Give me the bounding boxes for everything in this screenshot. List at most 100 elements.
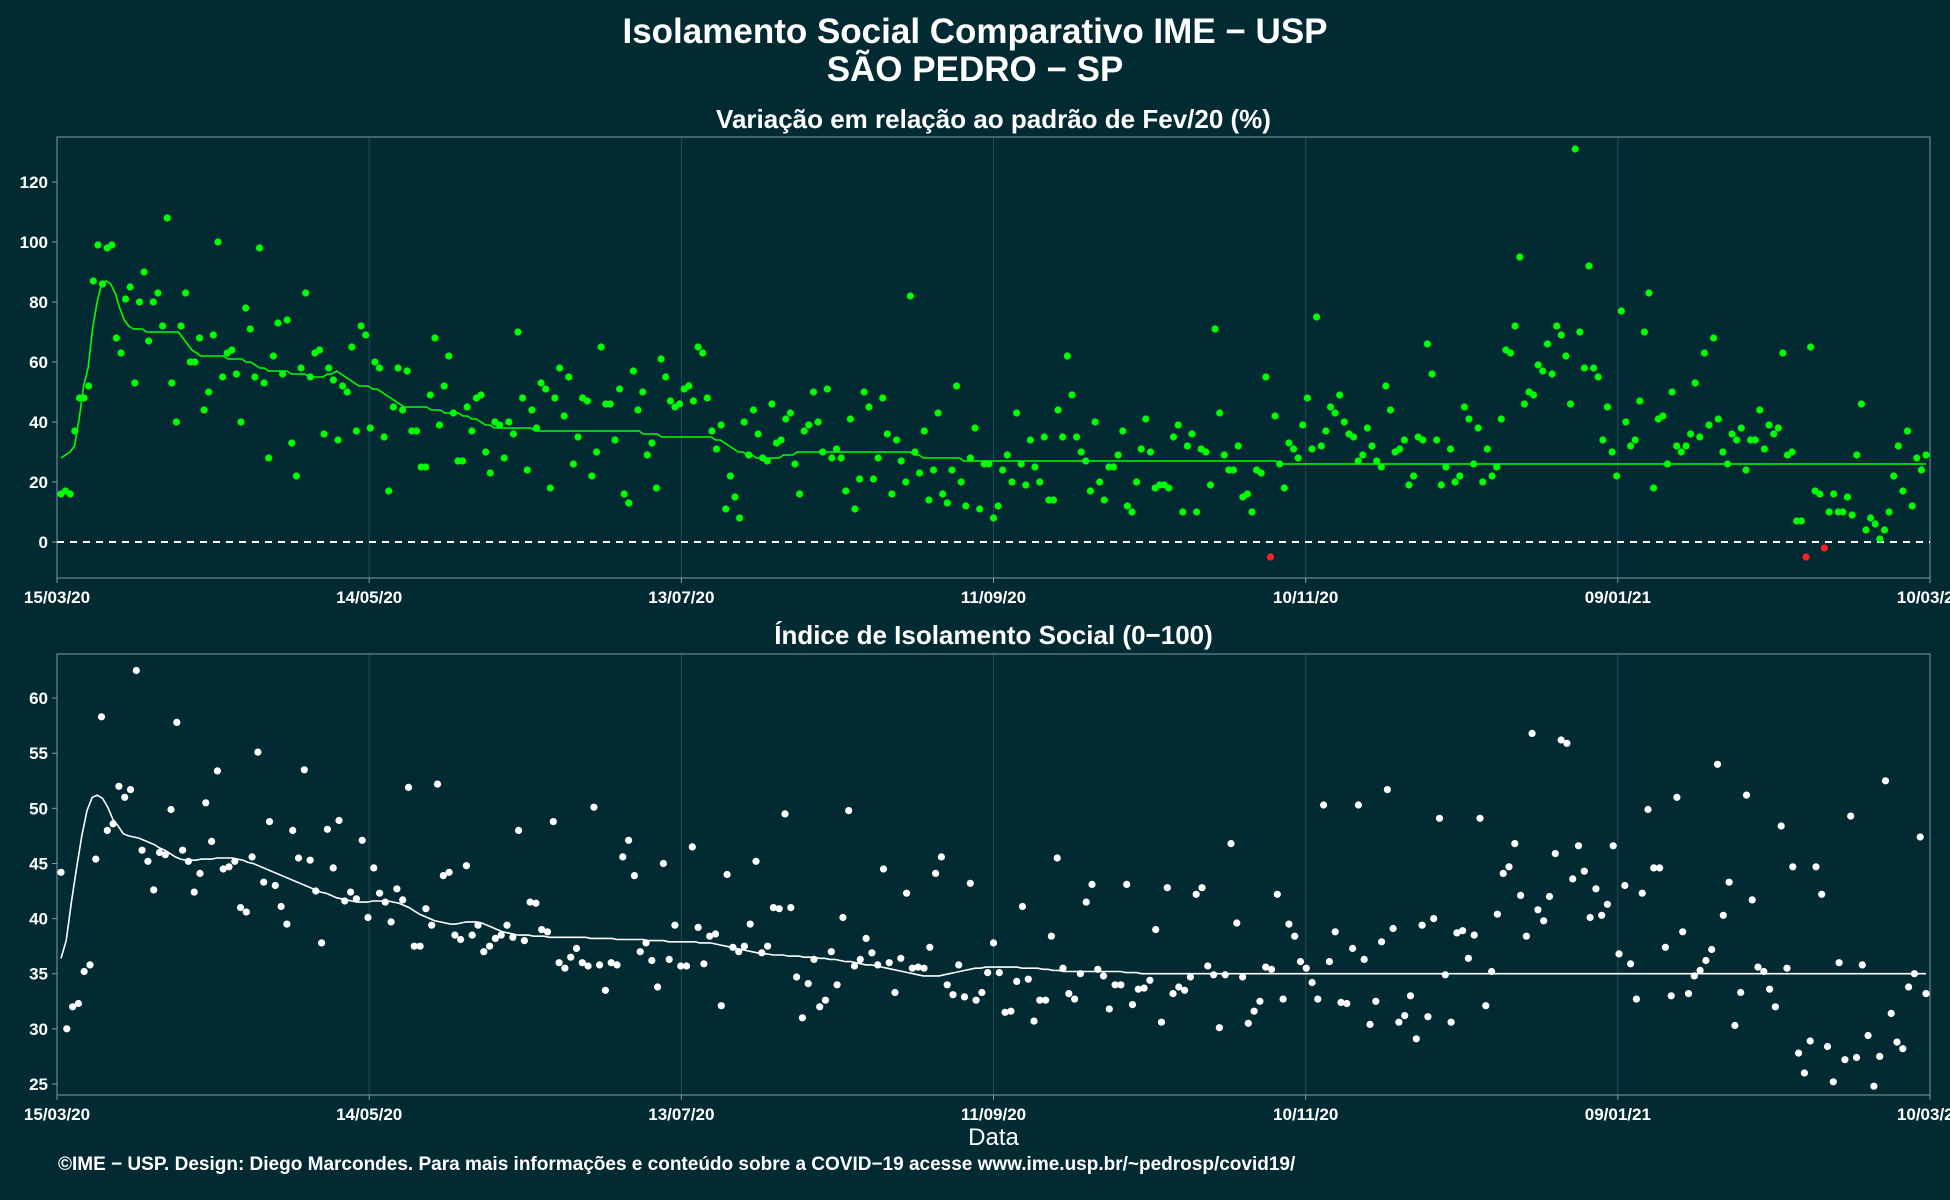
data-point: [926, 943, 934, 951]
plot-frame: [56, 136, 1931, 579]
data-point: [939, 490, 947, 498]
data-point: [1505, 863, 1513, 871]
data-point: [897, 457, 905, 465]
data-point: [1483, 445, 1491, 453]
data-point: [1244, 1019, 1252, 1027]
x-tick-label: 15/03/20: [24, 588, 90, 607]
data-point: [879, 394, 887, 402]
data-point: [1710, 334, 1718, 342]
data-point: [1053, 854, 1061, 862]
data-point: [491, 934, 499, 943]
data-point: [1377, 463, 1385, 471]
data-point: [364, 913, 372, 922]
data-point: [800, 427, 808, 435]
data-point: [445, 352, 453, 360]
data-point: [549, 818, 557, 826]
y-tick-label: 30: [29, 1020, 48, 1039]
data-point: [560, 412, 568, 420]
y-tick-label: 45: [29, 854, 48, 873]
data-point: [279, 370, 287, 378]
data-point: [1576, 328, 1584, 336]
data-point: [740, 418, 748, 426]
data-point: [1742, 791, 1751, 799]
data-point: [984, 969, 992, 977]
data-point: [1770, 430, 1778, 438]
data-point: [422, 463, 430, 471]
data-point: [232, 370, 240, 378]
data-point: [1598, 911, 1606, 919]
data-point: [1337, 998, 1345, 1007]
data-point: [804, 980, 812, 988]
data-point: [1702, 956, 1710, 965]
data-point: [1007, 1007, 1015, 1015]
data-point: [1705, 421, 1713, 429]
data-point: [1847, 812, 1855, 820]
data-point: [182, 289, 190, 297]
data-point: [782, 415, 790, 423]
data-point: [486, 942, 494, 950]
data-point: [1656, 864, 1664, 872]
data-point: [699, 349, 707, 357]
data-point: [1893, 1038, 1901, 1046]
data-point: [154, 289, 162, 297]
data-point: [1569, 875, 1577, 883]
data-point: [457, 935, 465, 944]
data-point: [1456, 472, 1464, 480]
data-point: [1008, 478, 1016, 486]
data-point: [242, 304, 250, 312]
data-point: [172, 418, 180, 426]
data-point: [833, 981, 841, 989]
data-point: [302, 289, 310, 297]
data-point: [1096, 478, 1104, 486]
data-point: [768, 400, 776, 408]
data-point: [543, 928, 552, 936]
data-point: [1885, 508, 1893, 516]
data-point: [459, 457, 467, 465]
data-point: [1719, 911, 1727, 919]
data-point: [1317, 442, 1325, 450]
data-point: [1631, 436, 1639, 444]
data-point: [1479, 478, 1487, 486]
data-point: [1266, 553, 1275, 561]
data-point: [1068, 391, 1076, 399]
data-point: [816, 1003, 824, 1011]
data-point: [671, 921, 679, 929]
data-point: [325, 364, 333, 372]
data-point: [796, 490, 804, 498]
data-point: [1117, 981, 1125, 989]
data-point: [1474, 424, 1482, 432]
data-point: [440, 382, 448, 390]
data-point: [1100, 496, 1108, 504]
data-point: [1543, 340, 1552, 348]
data-point: [711, 930, 720, 938]
data-point: [138, 846, 146, 854]
data-point: [121, 793, 129, 801]
data-point: [1551, 850, 1559, 858]
data-point: [509, 430, 517, 438]
data-point: [953, 382, 961, 390]
data-point: [66, 490, 74, 498]
data-point: [1031, 463, 1039, 471]
data-point: [538, 926, 546, 934]
data-point: [865, 403, 873, 411]
data-point: [1795, 1049, 1803, 1057]
data-point: [891, 988, 899, 997]
data-point: [1700, 349, 1708, 357]
data-point: [1119, 427, 1127, 435]
data-point: [1047, 932, 1055, 940]
data-point: [1621, 881, 1629, 890]
data-point: [412, 427, 421, 435]
data-point: [1557, 331, 1565, 339]
data-point: [117, 349, 125, 357]
data-point: [1766, 985, 1774, 993]
data-point: [1557, 736, 1565, 744]
data-point: [839, 913, 847, 922]
data-point: [335, 816, 343, 825]
data-point: [352, 427, 360, 435]
data-point: [462, 862, 470, 870]
data-point: [371, 358, 379, 366]
data-point: [920, 964, 928, 972]
data-point: [754, 430, 762, 438]
data-point: [1488, 472, 1496, 480]
data-point: [315, 346, 324, 354]
